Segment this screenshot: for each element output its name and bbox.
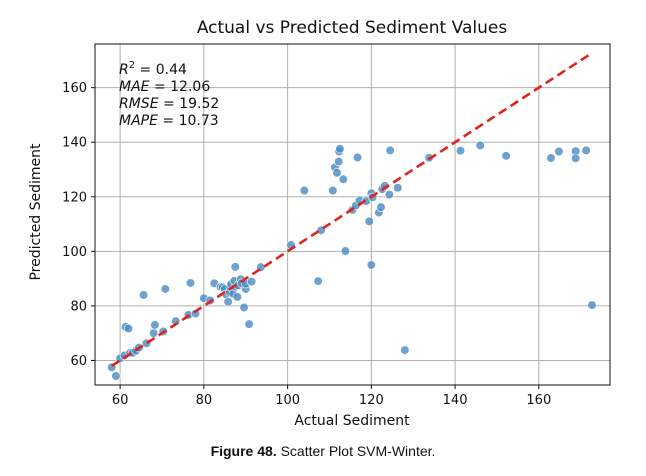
data-point <box>185 278 196 288</box>
y-tick-label: 80 <box>70 299 87 314</box>
data-point <box>149 328 159 338</box>
data-point <box>475 140 485 151</box>
data-point <box>232 292 242 302</box>
data-point <box>244 319 254 329</box>
metric-line: RMSE = 19.52 <box>119 96 219 112</box>
data-point <box>332 168 342 178</box>
metric-name: MAE <box>119 79 150 95</box>
data-point <box>138 290 149 300</box>
data-point <box>376 202 386 212</box>
data-point <box>223 297 233 307</box>
data-point <box>340 246 350 256</box>
data-point <box>334 156 344 167</box>
data-point <box>239 302 249 313</box>
y-tick-label: 160 <box>62 81 87 96</box>
data-point <box>546 153 556 163</box>
metric-value: = 12.06 <box>150 79 211 95</box>
metric-value: = 10.73 <box>158 113 219 129</box>
metric-superscript: 2 <box>129 60 135 71</box>
data-point <box>400 345 410 355</box>
figure-caption-text: Scatter Plot SVM-Winter. <box>276 443 436 459</box>
data-point <box>246 277 257 287</box>
metric-name: RMSE <box>119 96 159 112</box>
data-point <box>230 262 240 272</box>
data-points <box>107 140 597 381</box>
identity-line <box>111 53 590 367</box>
data-point <box>313 276 323 286</box>
data-point <box>299 185 309 196</box>
data-point <box>455 146 466 156</box>
x-tick-label: 100 <box>275 393 300 408</box>
figure-label: Figure 48. <box>210 443 277 459</box>
data-point <box>123 323 134 334</box>
data-point <box>338 174 348 184</box>
x-axis-ticks: 60 80 100 120 140 160 <box>112 385 551 408</box>
chart-title: Actual vs Predicted Sediment Values <box>197 18 508 38</box>
data-point <box>581 145 591 155</box>
data-point <box>501 151 511 161</box>
y-tick-label: 140 <box>62 136 87 151</box>
metric-name: MAPE <box>119 113 158 129</box>
plot-frame <box>94 43 611 386</box>
data-point <box>366 260 376 270</box>
data-point <box>385 145 395 155</box>
data-point <box>150 320 160 330</box>
data-point <box>328 185 338 196</box>
x-axis-label: Actual Sediment <box>294 413 410 429</box>
metric-value: = 0.44 <box>135 62 187 78</box>
metric-line: R2 = 0.44 <box>119 60 187 78</box>
y-tick-label: 60 <box>70 354 87 369</box>
data-point <box>335 144 345 154</box>
y-tick-label: 120 <box>62 190 87 205</box>
data-point <box>393 183 403 193</box>
data-point <box>571 153 581 163</box>
y-tick-label: 100 <box>62 245 87 260</box>
data-point <box>587 300 597 310</box>
data-point <box>554 146 564 157</box>
data-point <box>352 152 363 163</box>
data-point <box>160 284 170 294</box>
metric-value: = 19.52 <box>159 96 220 112</box>
x-tick-label: 140 <box>443 393 468 408</box>
x-tick-label: 160 <box>526 393 551 408</box>
x-tick-label: 120 <box>359 393 384 408</box>
data-point <box>364 216 374 226</box>
y-axis-label: Predicted Sediment <box>28 143 44 281</box>
figure-caption: Figure 48. Scatter Plot SVM-Winter. <box>0 443 646 459</box>
data-point <box>111 371 121 381</box>
metric-name: R <box>119 62 129 78</box>
y-axis-ticks: 60 80 100 120 140 160 <box>62 81 95 369</box>
scatter-chart: Actual vs Predicted Sediment Values 60 80… <box>28 18 611 429</box>
grid <box>95 44 610 385</box>
x-tick-label: 60 <box>112 393 129 408</box>
metric-line: MAPE = 10.73 <box>119 113 219 129</box>
metric-line: MAE = 12.06 <box>119 79 210 95</box>
x-tick-label: 80 <box>196 393 213 408</box>
data-point <box>384 189 394 200</box>
